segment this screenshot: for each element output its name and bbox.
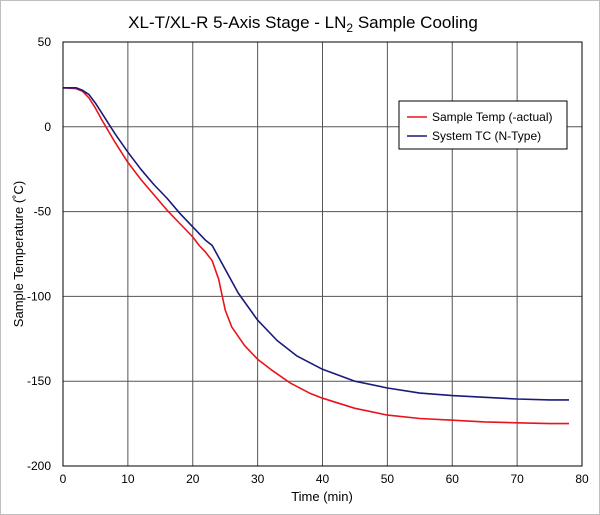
legend-label-sample-temp: Sample Temp (-actual) <box>432 110 553 124</box>
y-tick-labels: 50 0 -50 -100 -150 -200 <box>27 35 51 473</box>
chart-title: XL-T/XL-R 5-Axis Stage - LN2 Sample Cool… <box>128 13 478 35</box>
y-tick-label: -150 <box>27 374 51 388</box>
y-tick-label: 0 <box>44 120 51 134</box>
y-axis-label: Sample Temperature (˚C) <box>11 181 26 327</box>
plot-border <box>62 41 583 467</box>
x-tick-labels: 0 10 20 30 40 50 60 70 80 <box>60 472 589 486</box>
legend: Sample Temp (-actual) System TC (N-Type) <box>398 100 568 150</box>
y-tick-label: -200 <box>27 459 51 473</box>
series-line-sample-temp <box>62 87 569 425</box>
x-tick-label: 20 <box>186 472 200 486</box>
y-tick-label: -100 <box>27 289 51 303</box>
x-tick-label: 30 <box>251 472 265 486</box>
y-tick-label: -50 <box>34 205 52 219</box>
series-line-system-tc <box>63 87 569 401</box>
chart-title-suffix: Sample Cooling <box>353 13 478 32</box>
legend-box <box>398 100 568 150</box>
x-axis-label: Time (min) <box>291 489 353 504</box>
chart-title-subscript: 2 <box>346 21 353 35</box>
x-tick-label: 80 <box>575 472 589 486</box>
y-tick-label: 50 <box>38 35 52 49</box>
x-tick-label: 50 <box>381 472 395 486</box>
x-tick-label: 40 <box>316 472 330 486</box>
chart-title-main: XL-T/XL-R 5-Axis Stage - LN <box>128 13 346 32</box>
series-lines <box>62 87 569 425</box>
x-tick-label: 10 <box>121 472 135 486</box>
x-tick-label: 70 <box>510 472 524 486</box>
x-tick-label: 0 <box>60 472 67 486</box>
legend-label-system-tc: System TC (N-Type) <box>432 129 541 143</box>
x-tick-label: 60 <box>446 472 460 486</box>
